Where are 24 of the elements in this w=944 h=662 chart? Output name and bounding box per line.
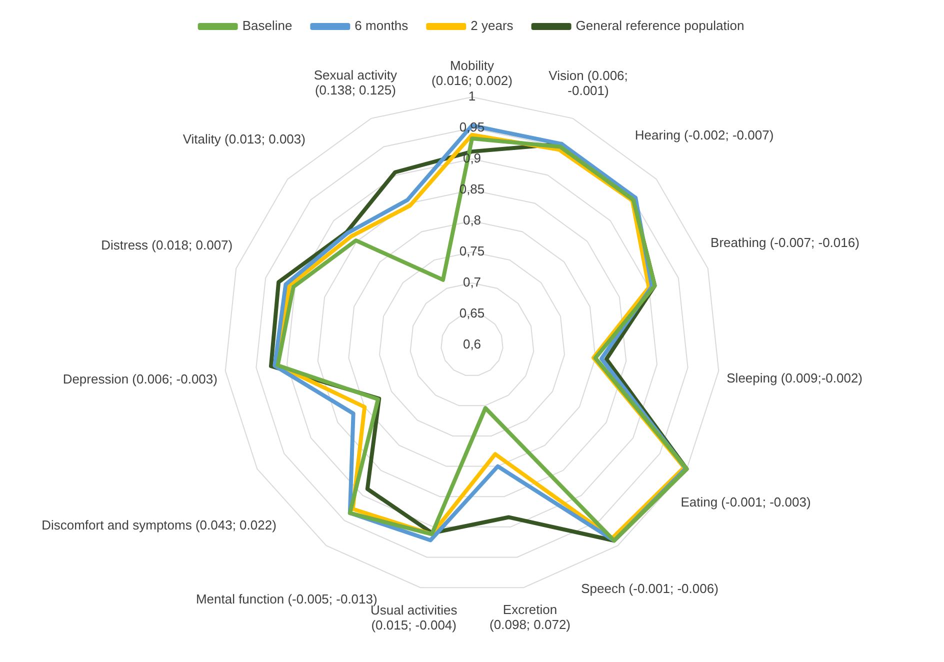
spoke-label: Sleeping (0.009;-0.002) [726, 370, 863, 386]
y-tick-label: 0,75 [459, 244, 485, 259]
spoke-label: Mobility (0.016; 0.002) [432, 58, 512, 88]
spoke-label: Breathing (-0.007; -0.016) [710, 234, 860, 250]
legend-label: 6 months [354, 18, 409, 34]
spoke-label: Eating (-0.001; -0.003) [680, 494, 811, 510]
spoke-label: Vision (0.006; -0.001) [548, 68, 628, 98]
spoke-label: Depression (0.006; -0.003) [62, 371, 218, 386]
legend-label: Baseline [242, 18, 292, 34]
y-tick-label: 0,7 [462, 274, 482, 290]
spoke-label: Speech (-0.001; -0.006) [581, 581, 718, 596]
legend-label: 2 years [470, 18, 514, 34]
spoke-label: Sexual activity (0.138; 0.125) [314, 67, 398, 98]
spoke-label: Excretion (0.098; 0.072) [490, 602, 570, 632]
spoke-label: Vitality (0.013; 0.003) [182, 131, 306, 146]
spoke-label: Distress (0.018; 0.007) [101, 237, 233, 252]
y-tick-label: 0,8 [462, 212, 482, 228]
spoke-label: Discomfort and symptoms (0.043; 0.022) [42, 517, 276, 532]
y-tick-label: 1 [468, 88, 476, 104]
legend-label: General reference population [576, 18, 744, 34]
spoke-label: Hearing (-0.002; -0.007) [634, 127, 774, 142]
y-tick-label: 0,6 [462, 336, 482, 352]
spoke-label: Mental function (-0.005; -0.013) [196, 592, 378, 607]
y-tick-label: 0,65 [459, 306, 485, 321]
